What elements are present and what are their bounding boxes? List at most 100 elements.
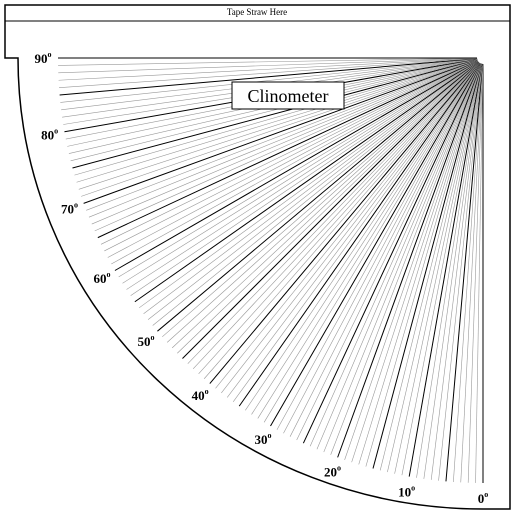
angle-label: 10o xyxy=(398,483,415,499)
angle-number: 10 xyxy=(398,484,411,499)
angle-label: 40o xyxy=(192,387,209,403)
minor-ray xyxy=(438,63,483,481)
minor-ray xyxy=(104,60,478,252)
degree-mark: o xyxy=(54,126,58,135)
angle-number: 20 xyxy=(324,464,337,479)
minor-ray xyxy=(423,63,483,479)
angle-label: 0o xyxy=(478,490,489,506)
degree-mark: o xyxy=(205,387,209,396)
degree-mark: o xyxy=(411,483,415,492)
minor-ray xyxy=(351,63,482,463)
minor-ray xyxy=(192,62,480,370)
minor-ray xyxy=(330,63,482,455)
minor-ray xyxy=(76,59,478,183)
minor-ray xyxy=(88,59,478,218)
minor-ray xyxy=(58,57,478,66)
minor-ray xyxy=(289,63,481,437)
angle-label: 30o xyxy=(255,431,272,447)
angle-number: 0 xyxy=(478,491,485,506)
minor-ray xyxy=(232,62,480,403)
minor-ray xyxy=(152,61,479,326)
major-ray xyxy=(97,60,478,239)
minor-ray xyxy=(70,59,478,162)
outline xyxy=(4,4,511,510)
minor-ray xyxy=(86,59,478,211)
major-ray xyxy=(408,63,483,477)
major-ray xyxy=(83,59,478,204)
minor-ray xyxy=(122,60,479,284)
title: Clinometer xyxy=(248,86,329,106)
minor-ray xyxy=(138,61,479,309)
major-ray xyxy=(72,59,478,169)
minor-ray xyxy=(94,60,478,232)
minor-ray xyxy=(460,63,483,483)
minor-ray xyxy=(263,62,481,423)
angle-label: 50o xyxy=(137,333,154,349)
major-ray xyxy=(182,61,480,359)
minor-ray xyxy=(58,58,478,81)
minor-ray xyxy=(162,61,479,338)
angle-number: 60 xyxy=(93,271,106,286)
minor-ray xyxy=(111,60,478,265)
minor-ray xyxy=(245,62,480,411)
angle-label: 20o xyxy=(324,463,341,479)
angle-label: 60o xyxy=(93,270,110,286)
angle-label: 90o xyxy=(35,50,52,66)
minor-ray xyxy=(344,63,482,460)
minor-ray xyxy=(430,63,483,480)
minor-ray xyxy=(78,59,478,190)
minor-ray xyxy=(203,62,480,379)
degree-mark: o xyxy=(48,50,52,59)
angle-number: 80 xyxy=(41,127,54,142)
minor-ray xyxy=(166,61,479,343)
major-ray xyxy=(238,62,480,407)
angle-label: 80o xyxy=(41,126,58,142)
minor-ray xyxy=(143,61,479,315)
minor-ray xyxy=(126,61,479,290)
angle-number: 30 xyxy=(255,432,268,447)
minor-ray xyxy=(91,60,478,225)
minor-ray xyxy=(215,62,480,389)
minor-ray xyxy=(296,63,481,441)
minor-ray xyxy=(475,63,484,483)
minor-ray xyxy=(171,61,479,349)
minor-ray xyxy=(401,63,483,476)
minor-ray xyxy=(251,62,480,415)
angle-number: 90 xyxy=(35,51,48,66)
minor-ray xyxy=(276,63,481,430)
minor-ray xyxy=(226,62,480,398)
minor-ray xyxy=(309,63,481,447)
degree-mark: o xyxy=(337,463,341,472)
minor-ray xyxy=(58,57,478,74)
major-ray xyxy=(445,63,483,482)
major-ray xyxy=(302,63,481,444)
angle-label: 70o xyxy=(61,200,78,216)
major-ray xyxy=(270,62,481,427)
angle-number: 50 xyxy=(137,334,150,349)
major-ray xyxy=(59,58,478,96)
major-ray xyxy=(157,61,479,332)
title-box xyxy=(231,81,345,110)
minor-ray xyxy=(379,63,482,471)
minor-ray xyxy=(74,59,478,176)
minor-ray xyxy=(257,62,481,419)
minor-ray xyxy=(81,59,478,197)
major-ray xyxy=(209,62,480,384)
minor-ray xyxy=(107,60,478,258)
major-ray xyxy=(372,63,482,469)
minor-ray xyxy=(177,61,479,354)
minor-ray xyxy=(323,63,482,453)
degree-mark: o xyxy=(74,200,78,209)
major-ray xyxy=(134,61,479,303)
minor-ray xyxy=(198,62,480,375)
minor-ray xyxy=(130,61,479,296)
degree-mark: o xyxy=(268,431,272,440)
minor-ray xyxy=(416,63,483,478)
angle-number: 70 xyxy=(61,201,74,216)
minor-ray xyxy=(453,63,483,482)
minor-ray xyxy=(60,58,478,103)
minor-ray xyxy=(358,63,482,465)
minor-ray xyxy=(100,60,478,245)
